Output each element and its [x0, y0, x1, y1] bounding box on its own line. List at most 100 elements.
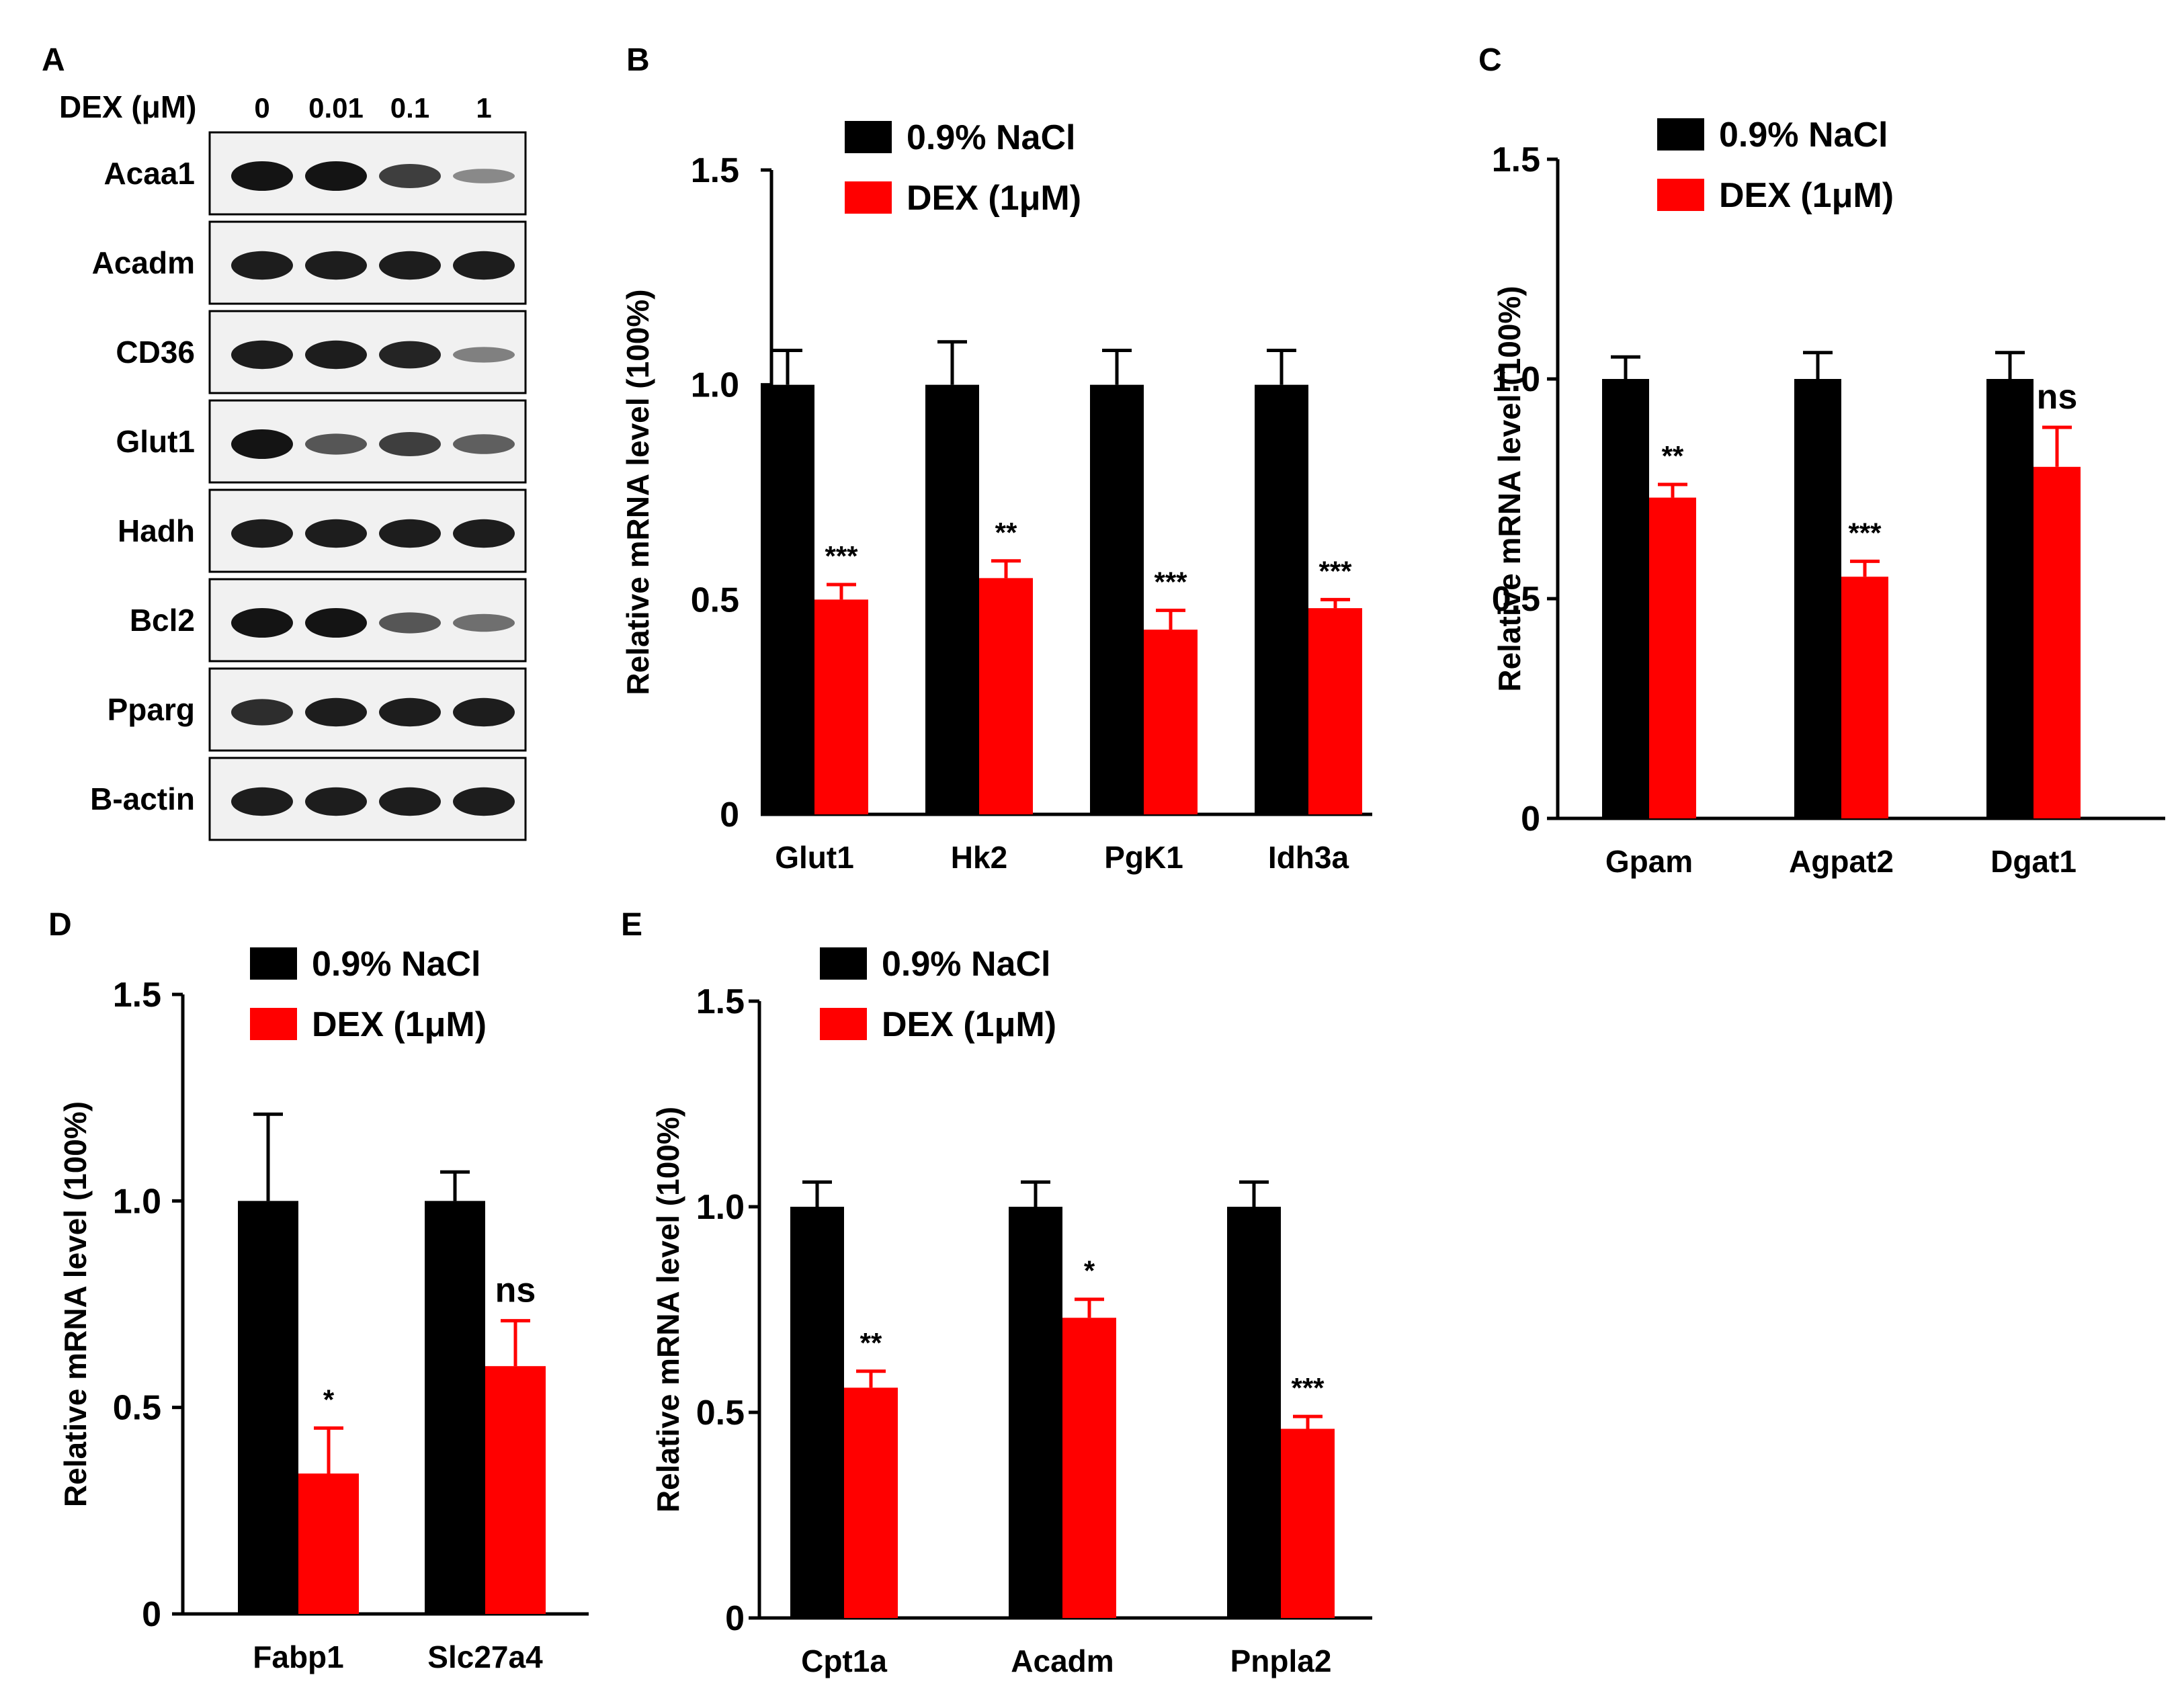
- y-tick-label: 1.0: [113, 1182, 161, 1221]
- protein-label: Acaa1: [103, 156, 195, 191]
- bar-chart-d: D 0 0.5 1.0 1.5 Relative mRNA level (100%) * Fa…: [48, 907, 589, 1674]
- protein-band: [453, 697, 515, 727]
- y-tick-label: 0: [142, 1595, 161, 1634]
- bar-chart-c: C 0 0.5 1.0 1.5 Relative mRNA level (100%) ** G…: [1478, 42, 2165, 879]
- protein-band: [231, 519, 293, 548]
- legend-swatch: [250, 947, 297, 980]
- protein-band: [231, 340, 293, 370]
- significance-label: ***: [1154, 566, 1187, 597]
- y-tick-label: 0: [720, 796, 739, 835]
- y-tick-label: 1.0: [691, 366, 739, 405]
- legend-swatch: [250, 1008, 297, 1040]
- legend-label: DEX (1μM): [882, 1005, 1056, 1044]
- legend-swatch: [845, 181, 892, 214]
- x-tick-label: Slc27a4: [427, 1639, 543, 1674]
- panel-label-a: A: [42, 42, 65, 78]
- x-tick-label: Idh3a: [1268, 840, 1349, 875]
- bar-chart-e: E 0 0.5 1.0 1.5 Relative mRNA level (100%) ** C…: [621, 907, 1372, 1678]
- y-tick-label: 0: [725, 1599, 745, 1638]
- blot-row-hadh: Hadh: [118, 488, 527, 573]
- y-tick-label: 0.5: [691, 581, 739, 620]
- bar-dex: [814, 599, 868, 814]
- protein-label: CD36: [116, 335, 195, 370]
- y-axis-label: Relative mRNA level (100%): [620, 289, 655, 695]
- blot-row-b-actin: B-actin: [90, 757, 527, 841]
- protein-band: [231, 699, 293, 726]
- x-tick-label: Hk2: [951, 840, 1007, 875]
- protein-band: [305, 161, 367, 191]
- bar-control: [1602, 379, 1649, 818]
- x-tick-label: PgK1: [1104, 840, 1183, 875]
- significance-label: ns: [2037, 378, 2078, 417]
- x-tick-label: Pnpla2: [1230, 1643, 1332, 1678]
- western-blot-panel: A DEX (μM) 0 0.01 0.1 1 Acaa1 Acadm CD36 Glut1…: [42, 42, 527, 841]
- significance-label: **: [1662, 440, 1684, 472]
- legend-swatch: [845, 121, 892, 153]
- bar-dex: [1281, 1428, 1335, 1618]
- protein-label: Bcl2: [130, 603, 195, 638]
- y-tick-label: 0: [1521, 800, 1540, 839]
- legend-swatch: [820, 1008, 867, 1040]
- protein-band: [379, 787, 441, 816]
- protein-band: [379, 164, 441, 188]
- protein-band: [305, 340, 367, 370]
- legend-label: 0.9% NaCl: [312, 945, 480, 984]
- blot-rows: Acaa1 Acadm CD36 Glut1 Hadh Bcl2 Pparg B-actin: [90, 131, 527, 841]
- bar-control: [1009, 1207, 1062, 1618]
- protein-label: B-actin: [90, 781, 195, 816]
- blot-row-glut1: Glut1: [116, 399, 527, 484]
- legend-swatch: [1657, 179, 1704, 211]
- legend-label: DEX (1μM): [907, 179, 1081, 218]
- bar-control: [425, 1201, 485, 1614]
- x-tick-label: Agpat2: [1789, 844, 1894, 879]
- y-axis-label: Relative mRNA level (100%): [58, 1101, 93, 1507]
- protein-label: Glut1: [116, 424, 195, 459]
- bar-dex: [844, 1387, 898, 1618]
- y-tick-label: 1.5: [113, 976, 161, 1015]
- protein-band: [231, 251, 293, 280]
- bar-control: [1227, 1207, 1281, 1618]
- bar-dex: [1144, 630, 1198, 814]
- bar-control: [790, 1207, 844, 1618]
- dose-axis-label: DEX (μM): [59, 89, 196, 124]
- legend-label: 0.9% NaCl: [907, 118, 1075, 157]
- bar-dex: [1649, 497, 1696, 818]
- protein-label: Pparg: [108, 692, 195, 727]
- x-tick-label: Cpt1a: [801, 1643, 887, 1678]
- bar-control: [925, 384, 979, 814]
- protein-label: Acadm: [92, 245, 195, 280]
- protein-band: [305, 519, 367, 548]
- significance-label: ***: [1318, 555, 1352, 587]
- bar-dex: [1062, 1318, 1116, 1618]
- legend-label: 0.9% NaCl: [882, 945, 1050, 984]
- bar-dex: [298, 1474, 359, 1614]
- blot-row-bcl2: Bcl2: [130, 578, 527, 663]
- protein-band: [453, 787, 515, 816]
- protein-band: [305, 433, 367, 455]
- y-axis-label: Relative mRNA level (100%): [651, 1107, 685, 1512]
- significance-label: *: [1084, 1255, 1095, 1287]
- protein-band: [231, 161, 293, 191]
- dose-label: 0.01: [308, 92, 364, 124]
- blot-row-cd36: CD36: [116, 310, 527, 394]
- protein-band: [379, 697, 441, 727]
- bar-control: [238, 1201, 298, 1614]
- protein-band: [379, 612, 441, 634]
- y-tick-label: 0.5: [113, 1389, 161, 1428]
- blot-row-acadm: Acadm: [92, 220, 527, 305]
- bar-control: [1255, 384, 1308, 814]
- y-tick-label: 1.5: [1492, 140, 1540, 179]
- panel-label: B: [626, 42, 650, 78]
- dose-label: 0: [254, 92, 269, 124]
- protein-band: [305, 697, 367, 727]
- protein-band: [379, 432, 441, 456]
- bar-control: [1986, 379, 2034, 818]
- significance-label: ***: [1291, 1372, 1325, 1404]
- y-axis-label: Relative mRNA level (100%): [1492, 286, 1527, 691]
- bar-dex: [1841, 577, 1888, 818]
- panel-label: C: [1478, 42, 1502, 78]
- legend-swatch: [1657, 118, 1704, 151]
- legend-label: 0.9% NaCl: [1719, 116, 1888, 155]
